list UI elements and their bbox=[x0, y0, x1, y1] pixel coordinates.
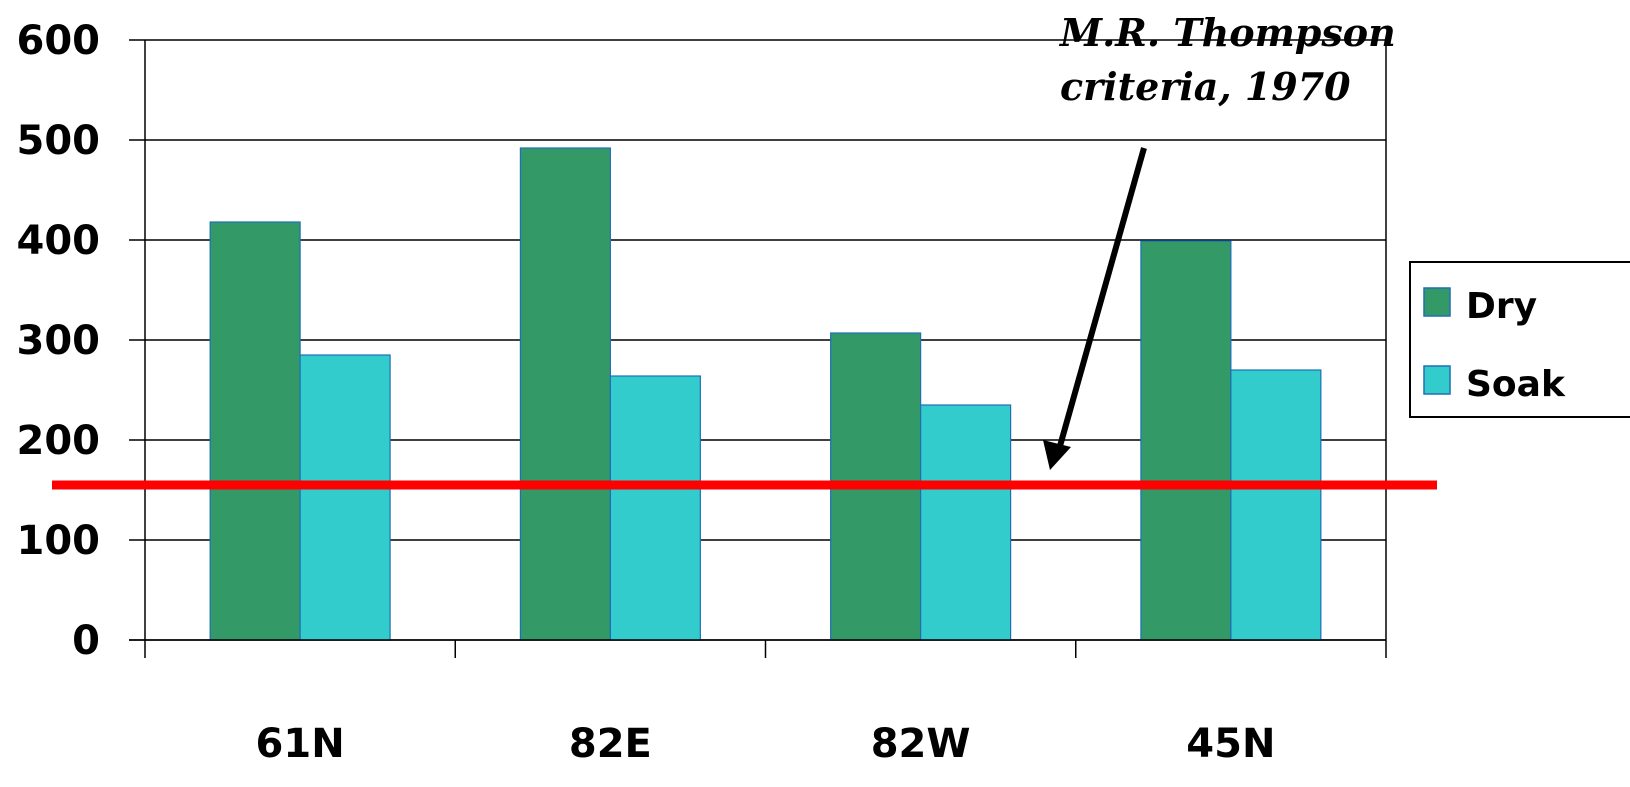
x-category-label: 82E bbox=[569, 721, 652, 767]
x-category-label: 82W bbox=[871, 721, 971, 767]
y-tick-label: 100 bbox=[17, 518, 101, 564]
annotation: M.R. Thompson criteria, 1970 bbox=[1043, 10, 1396, 470]
y-tick-label: 0 bbox=[72, 618, 100, 664]
y-tick-label: 400 bbox=[17, 218, 101, 264]
annotation-line-2: criteria, 1970 bbox=[1060, 64, 1351, 109]
y-tick-label: 200 bbox=[17, 418, 101, 464]
y-tick-label: 500 bbox=[17, 118, 101, 164]
bar-soak-61n bbox=[299, 354, 391, 641]
bar-dry-45n bbox=[1140, 240, 1232, 641]
y-tick-label: 300 bbox=[17, 318, 101, 364]
annotation-arrow-shaft bbox=[1057, 147, 1147, 447]
bar-soak-82e bbox=[609, 375, 701, 641]
legend-swatch-dry bbox=[1423, 287, 1451, 317]
x-axis-categories: 61N 82E 82W 45N bbox=[256, 721, 1276, 767]
bar-soak-82w bbox=[920, 404, 1012, 641]
bar-dry-82e bbox=[519, 147, 611, 641]
annotation-arrow-head bbox=[1043, 440, 1071, 470]
bars bbox=[209, 147, 1322, 641]
x-category-label: 61N bbox=[256, 721, 345, 767]
axes bbox=[129, 40, 1387, 658]
legend-label-dry: Dry bbox=[1466, 286, 1537, 327]
legend-label-soak: Soak bbox=[1466, 364, 1566, 405]
bar-dry-61n bbox=[209, 221, 301, 641]
y-axis-ticks: 0 100 200 300 400 500 600 bbox=[17, 18, 145, 664]
annotation-line-1: M.R. Thompson bbox=[1058, 10, 1396, 55]
bar-soak-45n bbox=[1230, 369, 1322, 641]
reference-line bbox=[52, 480, 1437, 490]
legend: Dry Soak bbox=[1409, 261, 1630, 418]
y-tick-label: 600 bbox=[17, 18, 101, 64]
legend-swatch-soak bbox=[1423, 365, 1451, 395]
x-category-label: 45N bbox=[1186, 721, 1275, 767]
